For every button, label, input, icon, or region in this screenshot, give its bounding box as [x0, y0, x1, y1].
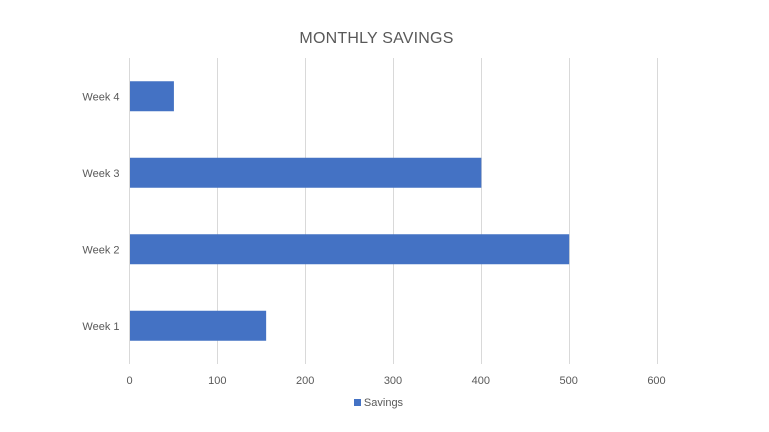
- bar-week-1: [130, 310, 267, 341]
- legend-label: Savings: [363, 397, 404, 409]
- gridlines: [217, 58, 658, 364]
- bar-week-3: [130, 157, 482, 188]
- y-category-label: Week 1: [82, 321, 119, 333]
- legend: Savings: [0, 397, 757, 409]
- bar-week-2: [130, 234, 570, 265]
- bar-week-4: [130, 81, 174, 112]
- x-tick-label: 300: [384, 375, 402, 387]
- x-tick-label: 500: [559, 375, 577, 387]
- bars: [130, 81, 570, 341]
- x-tick-label: 600: [647, 375, 665, 387]
- y-category-label: Week 4: [82, 91, 119, 103]
- y-category-label: Week 3: [82, 168, 119, 180]
- y-axis-category-labels: Week 1 Week 2 Week 3 Week 4: [82, 91, 119, 333]
- x-tick-label: 200: [296, 375, 314, 387]
- x-tick-label: 0: [126, 375, 132, 387]
- x-axis-tick-labels: 0 100 200 300 400 500 600: [126, 375, 665, 387]
- chart-title: MONTHLY SAVINGS: [299, 30, 454, 47]
- y-category-label: Week 2: [82, 244, 119, 256]
- x-tick-label: 400: [472, 375, 490, 387]
- x-tick-label: 100: [208, 375, 226, 387]
- legend-swatch: [353, 399, 361, 406]
